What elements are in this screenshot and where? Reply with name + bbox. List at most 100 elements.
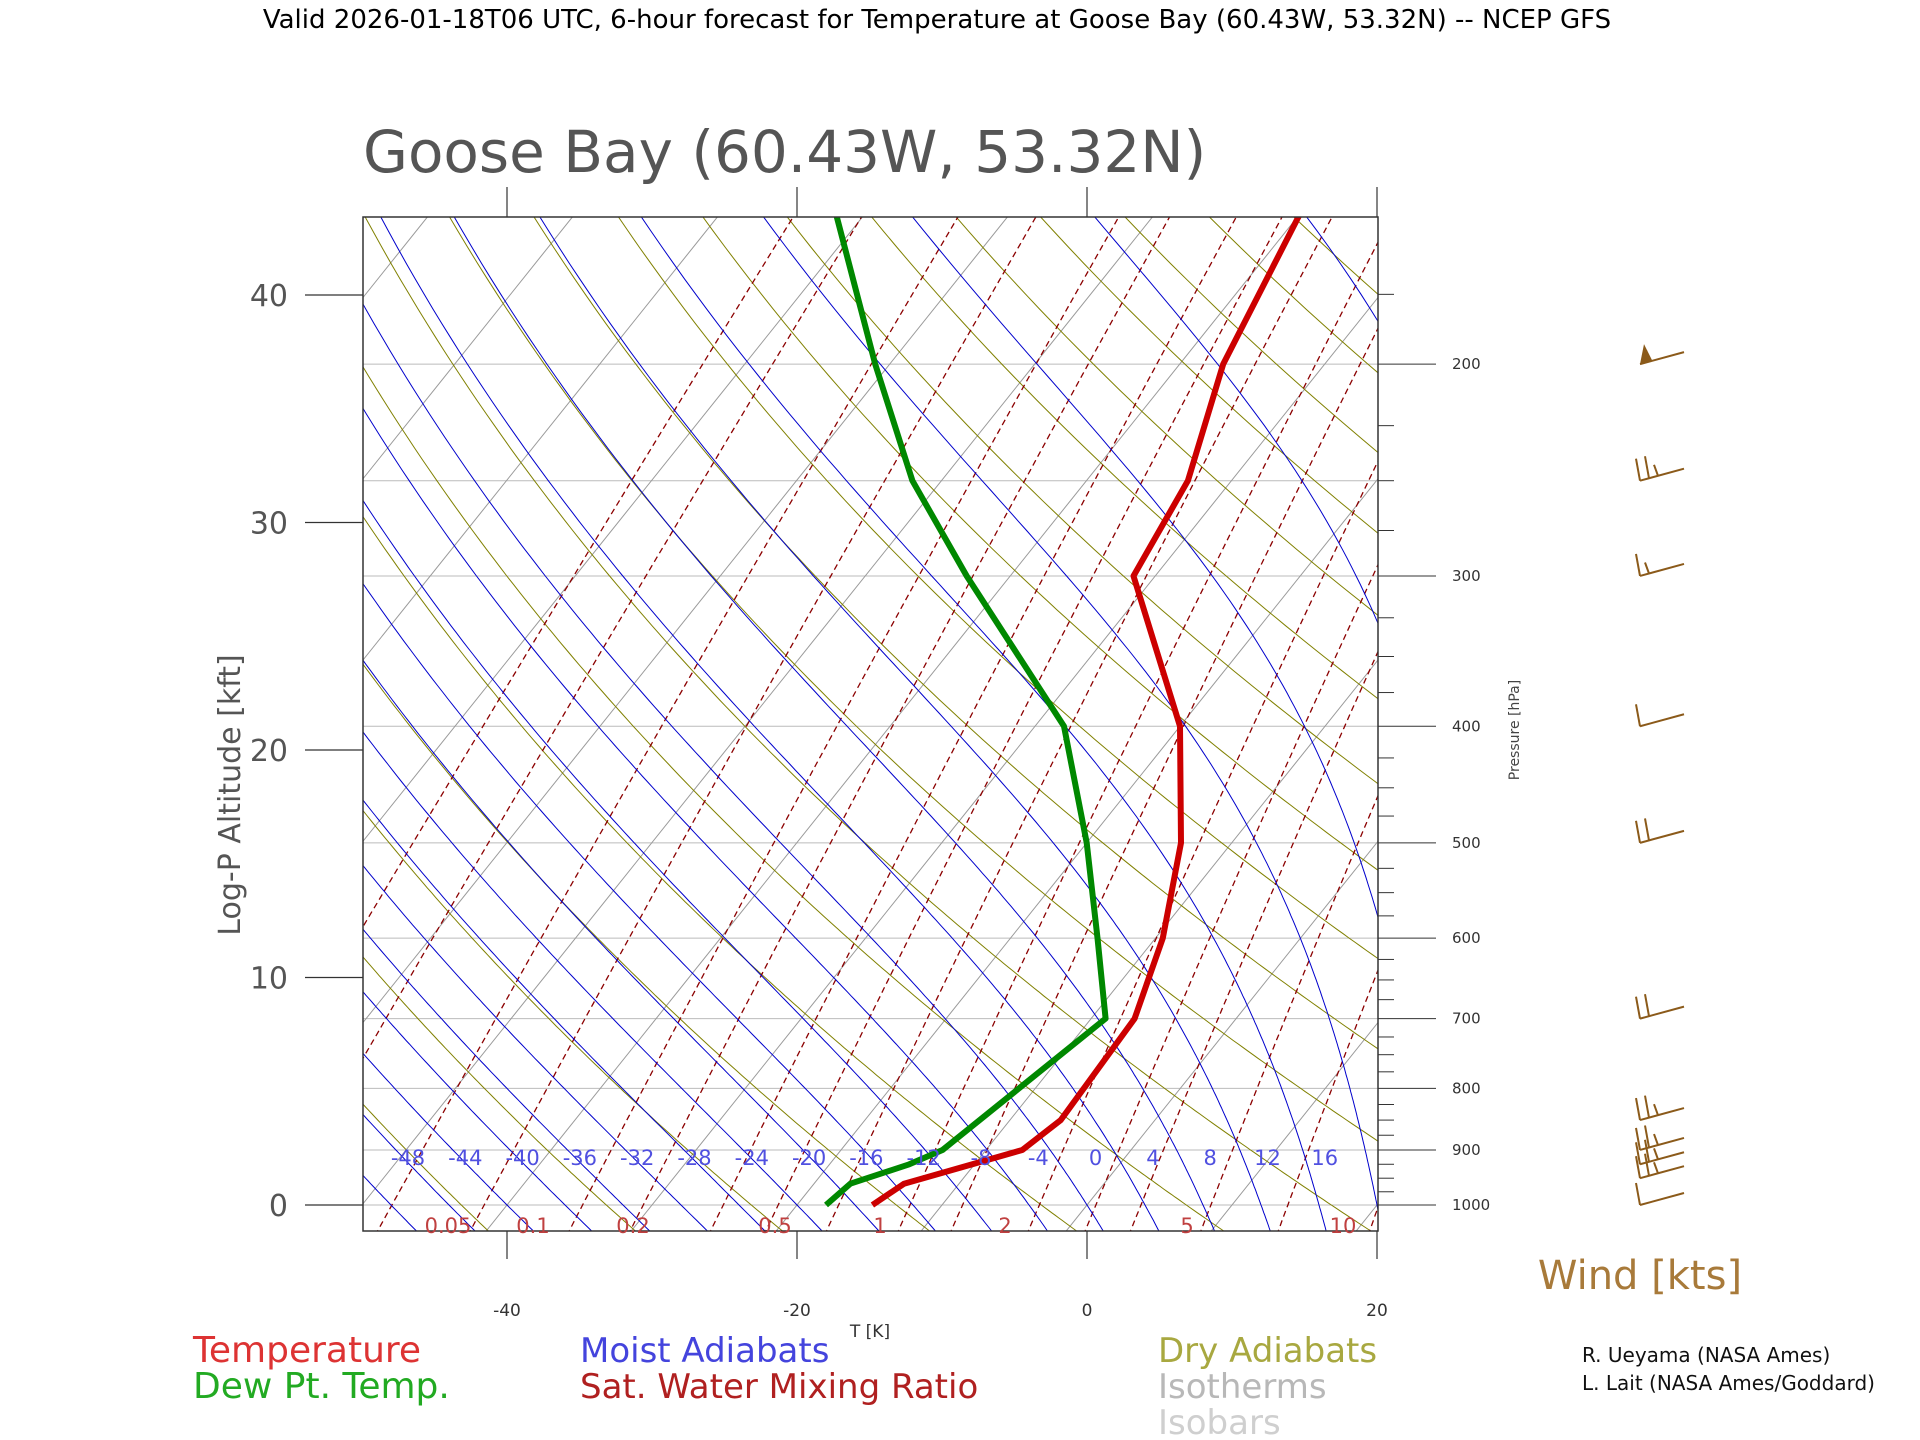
moist-adiabat-line — [1514, 214, 1612, 1236]
dry-adiabat-line — [364, 217, 1372, 1231]
wind-barb-feather — [1635, 458, 1641, 481]
wind-barb — [1635, 1095, 1685, 1122]
moist-adiabat-label: 16 — [1311, 1146, 1338, 1170]
moist-adiabat-line — [363, 582, 937, 1231]
dry-adiabat-line — [702, 217, 1378, 871]
moist-adiabat-label: -28 — [677, 1146, 711, 1170]
legend-dewpoint: Dew Pt. Temp. — [193, 1366, 450, 1407]
wind-barb-feather — [1645, 350, 1651, 362]
mixing-ratio-label: 1 — [873, 1214, 886, 1238]
legend-moist-adiabats: Moist Adiabats — [580, 1331, 829, 1371]
moist-adiabat-label: -44 — [448, 1146, 482, 1170]
moist-adiabat-line — [1094, 217, 1378, 625]
pressure-tick-label: 600 — [1452, 929, 1481, 947]
pressure-tick-label: 500 — [1452, 834, 1481, 852]
y-tick-label: 40 — [250, 279, 288, 314]
x-tick-label: 20 — [1366, 1301, 1388, 1321]
mixing-ratio-label: 10 — [1330, 1214, 1357, 1238]
dry-adiabat-line — [1377, 139, 1920, 1235]
wind-barb-staff — [1639, 351, 1685, 366]
mixing-ratio-line — [568, 217, 1120, 1231]
moist-adiabat-line — [363, 1174, 418, 1231]
dry-adiabat-line — [1862, 139, 1920, 1235]
isotherm-line — [1355, 1202, 1378, 1231]
sounding-profiles — [824, 217, 1302, 1208]
wind-barb-feather — [1644, 562, 1650, 574]
mixing-ratio-line — [363, 217, 863, 1060]
wind-barb-staff — [1639, 713, 1685, 728]
isotherm-line — [1065, 840, 1378, 1231]
wind-axis-label: Wind [kts] — [1538, 1253, 1742, 1299]
wind-barb-staff — [1639, 1107, 1685, 1122]
moist-adiabat-line — [363, 799, 766, 1231]
chart-title: Goose Bay (60.43W, 53.32N) — [363, 118, 1206, 186]
wind-barb-feather — [1635, 1127, 1641, 1151]
wind-barb-staff — [1639, 1165, 1685, 1180]
moist-adiabat-line — [363, 928, 651, 1231]
wind-barb-feather — [1635, 553, 1641, 577]
wind-barb-feather — [1653, 1148, 1659, 1160]
moist-adiabat-label: -40 — [505, 1146, 539, 1170]
legend-isotherms: Isotherms — [1158, 1367, 1327, 1407]
isotherm-line — [920, 659, 1378, 1231]
pressure-tick-label: 800 — [1452, 1079, 1481, 1097]
dry-adiabat-line — [363, 956, 637, 1231]
isotherm-line — [363, 217, 719, 661]
moist-adiabat-label: -4 — [1028, 1146, 1049, 1170]
moist-adiabat-label: -24 — [735, 1146, 769, 1170]
isotherm-line — [363, 217, 574, 480]
wind-barb-feather — [1644, 994, 1650, 1017]
moist-adiabat-line — [363, 659, 880, 1231]
wind-barb-feather — [1644, 818, 1650, 841]
moist-adiabat-label: 12 — [1254, 1146, 1281, 1170]
dry-adiabat-line — [617, 217, 1378, 960]
wind-barb-feather — [1635, 996, 1641, 1019]
moist-adiabat-line — [1666, 214, 1699, 1236]
wind-barb-feather — [1635, 704, 1641, 727]
mixing-ratio-label: 0.05 — [425, 1214, 472, 1238]
dry-adiabat-line — [1039, 217, 1378, 534]
dry-adiabat-line — [955, 217, 1378, 616]
dry-adiabat-line — [1701, 139, 1920, 1235]
moist-adiabat-line — [0, 214, 303, 1236]
moist-adiabat-line — [911, 217, 1378, 920]
mixing-ratio-label: 0.2 — [616, 1214, 649, 1238]
dry-adiabat-line — [1782, 139, 1920, 1235]
wind-barb — [1635, 1153, 1685, 1180]
dry-adiabat-line — [363, 515, 1078, 1231]
dry-adiabat-line — [363, 1103, 490, 1231]
wind-barb-feather — [1644, 1139, 1650, 1162]
x-axis-label: T [K] — [849, 1322, 890, 1342]
wind-barb-feather — [1635, 1097, 1641, 1121]
moist-adiabat-line — [0, 214, 362, 1236]
temperature-profile-line — [870, 217, 1302, 1208]
dry-adiabat-line — [1293, 217, 1378, 295]
moist-adiabat-label: -20 — [792, 1146, 826, 1170]
mixing-ratio-line — [1200, 794, 1378, 1231]
isotherm-line — [0, 139, 345, 1235]
wind-barb-feather — [1644, 1153, 1650, 1176]
y-tick-label: 0 — [269, 1189, 288, 1224]
wind-barb-feather — [1635, 1142, 1641, 1165]
pressure-tick-label: 200 — [1452, 355, 1481, 373]
mixing-ratio-line — [629, 217, 1171, 1231]
moist-adiabat-line — [363, 991, 593, 1231]
dry-adiabat-line — [1377, 217, 1378, 218]
mixing-ratio-label: 0.1 — [516, 1214, 549, 1238]
credit-line-2: L. Lait (NASA Ames/Goddard) — [1582, 1371, 1875, 1395]
dry-adiabat-line — [1620, 139, 1920, 1235]
wind-barbs — [1635, 344, 1685, 1206]
dry-adiabat-line — [786, 217, 1378, 785]
mixing-ratio-label: 2 — [998, 1214, 1011, 1238]
wind-barb-staff — [1639, 562, 1685, 577]
moist-adiabat-label: 4 — [1146, 1146, 1159, 1170]
moist-adiabat-label: -48 — [391, 1146, 425, 1170]
dry-adiabat-line — [363, 809, 784, 1231]
isotherm-line — [0, 139, 55, 1235]
moist-adiabat-line — [363, 407, 1049, 1231]
isotherm-line — [1210, 1021, 1378, 1231]
inplot-labels: -48 -44 -40 -36 -32 -28 -24 -20 -16 -12 -8 -4 0 4 8 12 1… — [391, 1146, 1357, 1238]
legend-dry-adiabats: Dry Adiabats — [1158, 1331, 1377, 1371]
